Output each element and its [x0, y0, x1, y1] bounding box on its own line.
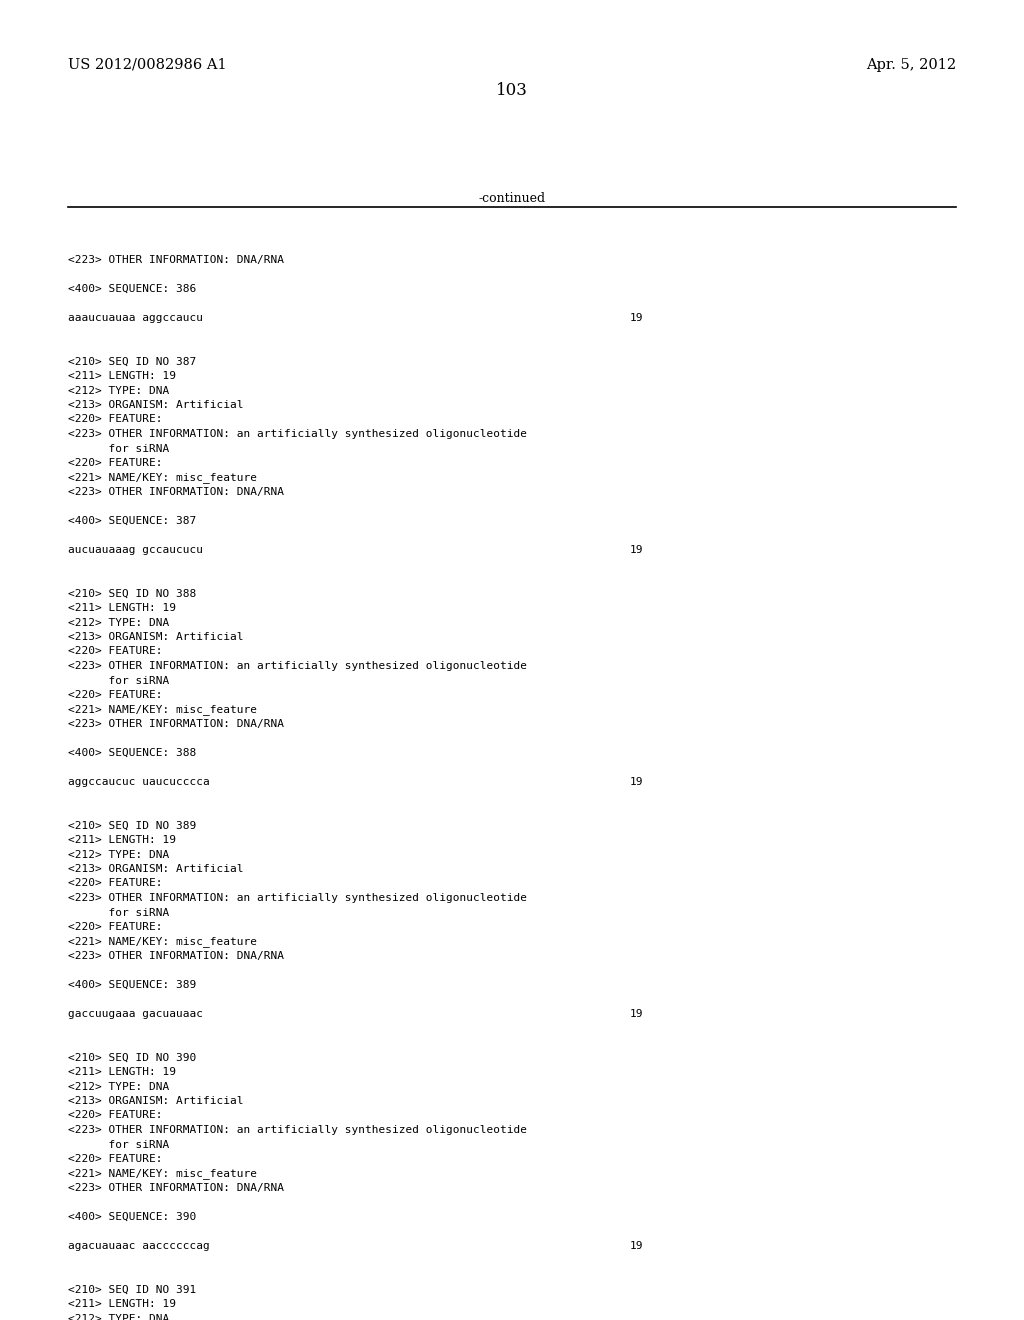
- Text: 19: 19: [630, 545, 643, 554]
- Text: 19: 19: [630, 777, 643, 787]
- Text: <211> LENGTH: 19: <211> LENGTH: 19: [68, 603, 176, 612]
- Text: <212> TYPE: DNA: <212> TYPE: DNA: [68, 618, 169, 627]
- Text: <221> NAME/KEY: misc_feature: <221> NAME/KEY: misc_feature: [68, 1168, 257, 1179]
- Text: 19: 19: [630, 313, 643, 323]
- Text: <221> NAME/KEY: misc_feature: <221> NAME/KEY: misc_feature: [68, 705, 257, 715]
- Text: <400> SEQUENCE: 389: <400> SEQUENCE: 389: [68, 979, 197, 990]
- Text: <400> SEQUENCE: 390: <400> SEQUENCE: 390: [68, 1212, 197, 1222]
- Text: <221> NAME/KEY: misc_feature: <221> NAME/KEY: misc_feature: [68, 936, 257, 948]
- Text: <212> TYPE: DNA: <212> TYPE: DNA: [68, 850, 169, 859]
- Text: <213> ORGANISM: Artificial: <213> ORGANISM: Artificial: [68, 865, 244, 874]
- Text: aaaucuauaa aggccaucu: aaaucuauaa aggccaucu: [68, 313, 203, 323]
- Text: <220> FEATURE:: <220> FEATURE:: [68, 690, 163, 700]
- Text: <220> FEATURE:: <220> FEATURE:: [68, 1110, 163, 1121]
- Text: <211> LENGTH: 19: <211> LENGTH: 19: [68, 1299, 176, 1309]
- Text: <223> OTHER INFORMATION: DNA/RNA: <223> OTHER INFORMATION: DNA/RNA: [68, 950, 284, 961]
- Text: <210> SEQ ID NO 391: <210> SEQ ID NO 391: [68, 1284, 197, 1295]
- Text: 19: 19: [630, 1241, 643, 1251]
- Text: <213> ORGANISM: Artificial: <213> ORGANISM: Artificial: [68, 1096, 244, 1106]
- Text: aggccaucuc uaucucccca: aggccaucuc uaucucccca: [68, 777, 210, 787]
- Text: <223> OTHER INFORMATION: an artificially synthesized oligonucleotide: <223> OTHER INFORMATION: an artificially…: [68, 1125, 527, 1135]
- Text: <213> ORGANISM: Artificial: <213> ORGANISM: Artificial: [68, 632, 244, 642]
- Text: <211> LENGTH: 19: <211> LENGTH: 19: [68, 1067, 176, 1077]
- Text: <210> SEQ ID NO 387: <210> SEQ ID NO 387: [68, 356, 197, 367]
- Text: <223> OTHER INFORMATION: DNA/RNA: <223> OTHER INFORMATION: DNA/RNA: [68, 487, 284, 498]
- Text: aucuauaaag gccaucucu: aucuauaaag gccaucucu: [68, 545, 203, 554]
- Text: Apr. 5, 2012: Apr. 5, 2012: [866, 58, 956, 73]
- Text: <211> LENGTH: 19: <211> LENGTH: 19: [68, 371, 176, 381]
- Text: for siRNA: for siRNA: [68, 1139, 169, 1150]
- Text: <212> TYPE: DNA: <212> TYPE: DNA: [68, 385, 169, 396]
- Text: <220> FEATURE:: <220> FEATURE:: [68, 414, 163, 425]
- Text: <220> FEATURE:: <220> FEATURE:: [68, 647, 163, 656]
- Text: 103: 103: [496, 82, 528, 99]
- Text: <220> FEATURE:: <220> FEATURE:: [68, 1154, 163, 1164]
- Text: <223> OTHER INFORMATION: an artificially synthesized oligonucleotide: <223> OTHER INFORMATION: an artificially…: [68, 894, 527, 903]
- Text: <212> TYPE: DNA: <212> TYPE: DNA: [68, 1313, 169, 1320]
- Text: <210> SEQ ID NO 388: <210> SEQ ID NO 388: [68, 589, 197, 598]
- Text: <400> SEQUENCE: 387: <400> SEQUENCE: 387: [68, 516, 197, 525]
- Text: <221> NAME/KEY: misc_feature: <221> NAME/KEY: misc_feature: [68, 473, 257, 483]
- Text: <210> SEQ ID NO 390: <210> SEQ ID NO 390: [68, 1052, 197, 1063]
- Text: gaccuugaaa gacuauaac: gaccuugaaa gacuauaac: [68, 1008, 203, 1019]
- Text: <213> ORGANISM: Artificial: <213> ORGANISM: Artificial: [68, 400, 244, 411]
- Text: for siRNA: for siRNA: [68, 908, 169, 917]
- Text: <220> FEATURE:: <220> FEATURE:: [68, 921, 163, 932]
- Text: <223> OTHER INFORMATION: an artificially synthesized oligonucleotide: <223> OTHER INFORMATION: an artificially…: [68, 661, 527, 671]
- Text: <211> LENGTH: 19: <211> LENGTH: 19: [68, 836, 176, 845]
- Text: <400> SEQUENCE: 386: <400> SEQUENCE: 386: [68, 284, 197, 294]
- Text: <223> OTHER INFORMATION: DNA/RNA: <223> OTHER INFORMATION: DNA/RNA: [68, 719, 284, 729]
- Text: -continued: -continued: [478, 191, 546, 205]
- Text: agacuauaac aaccccccag: agacuauaac aaccccccag: [68, 1241, 210, 1251]
- Text: US 2012/0082986 A1: US 2012/0082986 A1: [68, 58, 226, 73]
- Text: <220> FEATURE:: <220> FEATURE:: [68, 458, 163, 469]
- Text: <210> SEQ ID NO 389: <210> SEQ ID NO 389: [68, 821, 197, 830]
- Text: <220> FEATURE:: <220> FEATURE:: [68, 879, 163, 888]
- Text: for siRNA: for siRNA: [68, 676, 169, 685]
- Text: for siRNA: for siRNA: [68, 444, 169, 454]
- Text: <400> SEQUENCE: 388: <400> SEQUENCE: 388: [68, 748, 197, 758]
- Text: <223> OTHER INFORMATION: DNA/RNA: <223> OTHER INFORMATION: DNA/RNA: [68, 1183, 284, 1193]
- Text: <212> TYPE: DNA: <212> TYPE: DNA: [68, 1081, 169, 1092]
- Text: <223> OTHER INFORMATION: an artificially synthesized oligonucleotide: <223> OTHER INFORMATION: an artificially…: [68, 429, 527, 440]
- Text: <223> OTHER INFORMATION: DNA/RNA: <223> OTHER INFORMATION: DNA/RNA: [68, 255, 284, 265]
- Text: 19: 19: [630, 1008, 643, 1019]
